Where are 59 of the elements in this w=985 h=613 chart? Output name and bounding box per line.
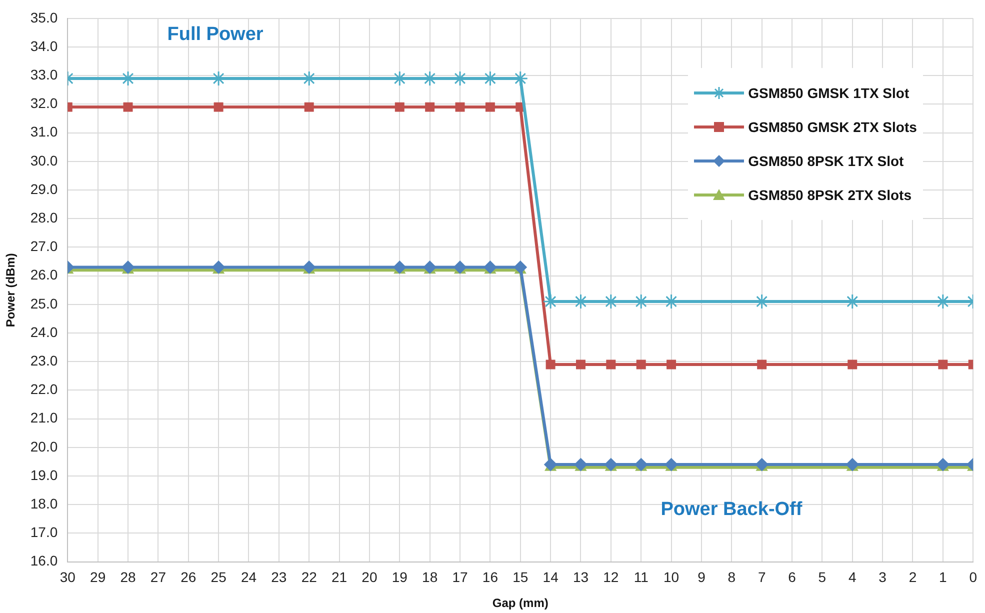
x-tick-label: 3 <box>878 569 887 586</box>
x-tick-label: 5 <box>818 569 826 586</box>
x-tick-label: 24 <box>240 569 257 586</box>
x-tick-label: 25 <box>210 569 227 586</box>
y-tick-label: 16.0 <box>30 552 58 569</box>
x-tick-label: 20 <box>362 569 378 586</box>
y-tick-label: 31.0 <box>30 124 58 140</box>
legend-label: GSM850 8PSK 1TX Slot <box>748 153 904 170</box>
y-tick-label: 17.0 <box>30 524 58 540</box>
x-tick-label: 2 <box>908 569 917 586</box>
x-tick-label: 21 <box>331 569 348 586</box>
legend-label: GSM850 8PSK 2TX Slots <box>748 187 912 204</box>
x-tick-label: 17 <box>452 569 468 586</box>
x-tick-label: 18 <box>422 569 438 586</box>
x-tick-label: 28 <box>120 569 136 586</box>
x-tick-label: 7 <box>758 569 766 586</box>
x-tick-label: 8 <box>728 569 736 586</box>
x-tick-label: 12 <box>603 569 619 586</box>
y-tick-label: 24.0 <box>30 324 58 340</box>
x-tick-label: 15 <box>512 569 528 586</box>
x-tick-label: 30 <box>60 569 76 586</box>
y-tick-label: 27.0 <box>30 238 58 254</box>
x-tick-label: 29 <box>90 569 106 586</box>
y-tick-label: 29.0 <box>30 180 58 197</box>
x-tick-label: 14 <box>542 569 559 586</box>
x-tick-label: 10 <box>664 569 680 586</box>
y-tick-label: 23.0 <box>30 352 58 368</box>
x-tick-label: 11 <box>634 569 649 586</box>
y-tick-label: 19.0 <box>30 466 58 483</box>
x-tick-label: 22 <box>301 569 318 586</box>
y-tick-label: 33.0 <box>30 66 58 82</box>
y-tick-label: 20.0 <box>30 438 58 454</box>
x-tick-label: 13 <box>572 569 589 586</box>
annotation: Power Back-Off <box>660 498 802 521</box>
x-tick-label: 27 <box>150 569 166 586</box>
x-tick-label: 6 <box>788 569 796 586</box>
legend-label: GSM850 GMSK 2TX Slots <box>748 119 917 136</box>
x-tick-label: 19 <box>392 569 408 586</box>
y-tick-label: 34.0 <box>30 38 58 54</box>
annotation: Full Power <box>167 24 264 46</box>
y-tick-label: 32.0 <box>30 95 58 112</box>
x-tick-label: 16 <box>482 569 498 586</box>
y-tick-label: 18.0 <box>30 495 58 512</box>
x-axis-title: Gap (mm) <box>492 596 548 610</box>
y-tick-label: 21.0 <box>30 410 58 426</box>
x-tick-label: 23 <box>271 569 287 586</box>
x-tick-label: 4 <box>848 569 856 586</box>
y-tick-label: 26.0 <box>30 266 58 283</box>
y-axis-title: Power (dBm) <box>4 253 18 328</box>
y-tick-label: 30.0 <box>30 152 58 168</box>
x-tick-label: 9 <box>698 569 706 586</box>
y-tick-label: 22.0 <box>30 381 58 398</box>
x-tick-label: 1 <box>939 569 948 586</box>
legend-label: GSM850 GMSK 1TX Slot <box>748 85 910 102</box>
y-tick-label: 25.0 <box>30 295 58 312</box>
y-tick-label: 35.0 <box>30 9 58 26</box>
x-tick-label: 26 <box>180 569 196 586</box>
y-tick-label: 28.0 <box>30 209 58 226</box>
x-tick-label: 0 <box>969 569 978 586</box>
